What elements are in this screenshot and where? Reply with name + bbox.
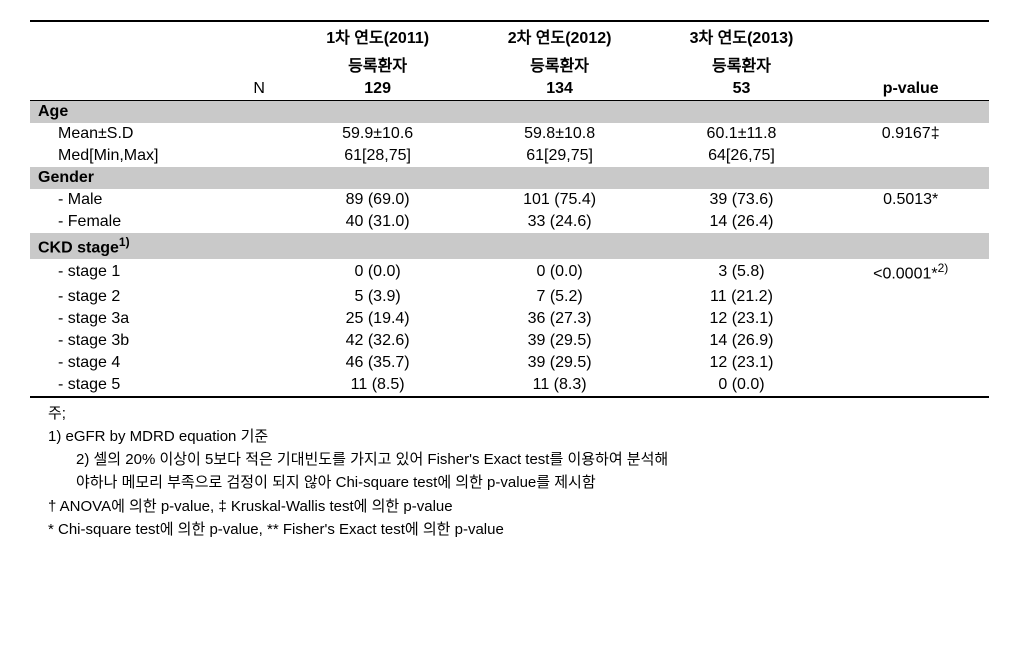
blank-cell	[30, 78, 232, 101]
ckd-row-label: - stage 2	[30, 286, 287, 308]
ckd-pvalue-cell	[832, 330, 989, 352]
reg-label-1: 등록환자	[287, 50, 469, 78]
year3-header: 3차 연도(2013)	[651, 21, 833, 50]
ckd-cell: 0 (0.0)	[651, 374, 833, 397]
age-section-header: Age	[30, 101, 989, 124]
ckd-pvalue-cell: <0.0001*2)	[832, 259, 989, 285]
ckd-sup: 1)	[119, 235, 130, 249]
male-label: - Male	[30, 189, 287, 211]
ckd-cell: 14 (26.9)	[651, 330, 833, 352]
blank-cell	[232, 21, 287, 50]
year2-header: 2차 연도(2012)	[469, 21, 651, 50]
med-y2: 61[29,75]	[469, 145, 651, 167]
note-1: 1) eGFR by MDRD equation 기준	[48, 425, 989, 448]
blank-cell	[832, 21, 989, 50]
med-y1: 61[28,75]	[287, 145, 469, 167]
ckd-cell: 11 (21.2)	[651, 286, 833, 308]
ckd-row-label: - stage 3a	[30, 308, 287, 330]
ckd-cell: 5 (3.9)	[287, 286, 469, 308]
gender-section-header: Gender	[30, 167, 989, 189]
ckd-cell: 46 (35.7)	[287, 352, 469, 374]
ckd-cell: 11 (8.5)	[287, 374, 469, 397]
ckd-cell: 25 (19.4)	[287, 308, 469, 330]
ckd-cell: 0 (0.0)	[469, 259, 651, 285]
n-label: N	[232, 78, 287, 101]
ckd-cell: 36 (27.3)	[469, 308, 651, 330]
n2: 134	[469, 78, 651, 101]
n3: 53	[651, 78, 833, 101]
reg-label-2: 등록환자	[469, 50, 651, 78]
ckd-pvalue-cell	[832, 352, 989, 374]
n1: 129	[287, 78, 469, 101]
note-4: * Chi-square test에 의한 p-value, ** Fisher…	[48, 518, 989, 541]
ckd-cell: 0 (0.0)	[287, 259, 469, 285]
ckd-cell: 12 (23.1)	[651, 352, 833, 374]
ckd-pvalue-cell	[832, 308, 989, 330]
ckd-row-label: - stage 5	[30, 374, 287, 397]
footnotes: 주; 1) eGFR by MDRD equation 기준 2) 셀의 20%…	[30, 402, 989, 542]
ckd-cell: 12 (23.1)	[651, 308, 833, 330]
female-y1: 40 (31.0)	[287, 211, 469, 233]
data-table: 1차 연도(2011) 2차 연도(2012) 3차 연도(2013) 등록환자…	[30, 20, 989, 398]
reg-label-3: 등록환자	[651, 50, 833, 78]
year1-header: 1차 연도(2011)	[287, 21, 469, 50]
male-y2: 101 (75.4)	[469, 189, 651, 211]
ckd-section-header: CKD stage1)	[30, 233, 989, 259]
male-p: 0.5013*	[832, 189, 989, 211]
ckd-cell: 7 (5.2)	[469, 286, 651, 308]
ckd-cell: 11 (8.3)	[469, 374, 651, 397]
male-y3: 39 (73.6)	[651, 189, 833, 211]
ckd-cell: 42 (32.6)	[287, 330, 469, 352]
ckd-row-label: - stage 3b	[30, 330, 287, 352]
mean-y1: 59.9±10.6	[287, 123, 469, 145]
note-3: † ANOVA에 의한 p-value, ‡ Kruskal-Wallis te…	[48, 495, 989, 518]
blank-cell	[232, 50, 287, 78]
mean-y3: 60.1±11.8	[651, 123, 833, 145]
med-label: Med[Min,Max]	[30, 145, 287, 167]
ckd-row-label: - stage 4	[30, 352, 287, 374]
ckd-pvalue-cell	[832, 374, 989, 397]
mean-y2: 59.8±10.8	[469, 123, 651, 145]
med-y3: 64[26,75]	[651, 145, 833, 167]
note-2b: 야하나 메모리 부족으로 검정이 되지 않아 Chi-square test에 …	[48, 471, 989, 494]
note-header: 주;	[48, 402, 989, 425]
female-label: - Female	[30, 211, 287, 233]
blank-cell	[832, 145, 989, 167]
pvalue-label: p-value	[832, 78, 989, 101]
blank-cell	[832, 211, 989, 233]
note-2a: 2) 셀의 20% 이상이 5보다 적은 기대빈도를 가지고 있어 Fisher…	[48, 448, 989, 471]
male-y1: 89 (69.0)	[287, 189, 469, 211]
blank-cell	[832, 50, 989, 78]
blank-cell	[30, 50, 232, 78]
ckd-cell: 3 (5.8)	[651, 259, 833, 285]
ckd-row-label: - stage 1	[30, 259, 287, 285]
female-y3: 14 (26.4)	[651, 211, 833, 233]
female-y2: 33 (24.6)	[469, 211, 651, 233]
blank-cell	[30, 21, 232, 50]
ckd-pvalue-cell	[832, 286, 989, 308]
ckd-cell: 39 (29.5)	[469, 352, 651, 374]
ckd-label-text: CKD stage	[38, 239, 119, 256]
mean-p: 0.9167‡	[832, 123, 989, 145]
mean-label: Mean±S.D	[30, 123, 287, 145]
ckd-cell: 39 (29.5)	[469, 330, 651, 352]
